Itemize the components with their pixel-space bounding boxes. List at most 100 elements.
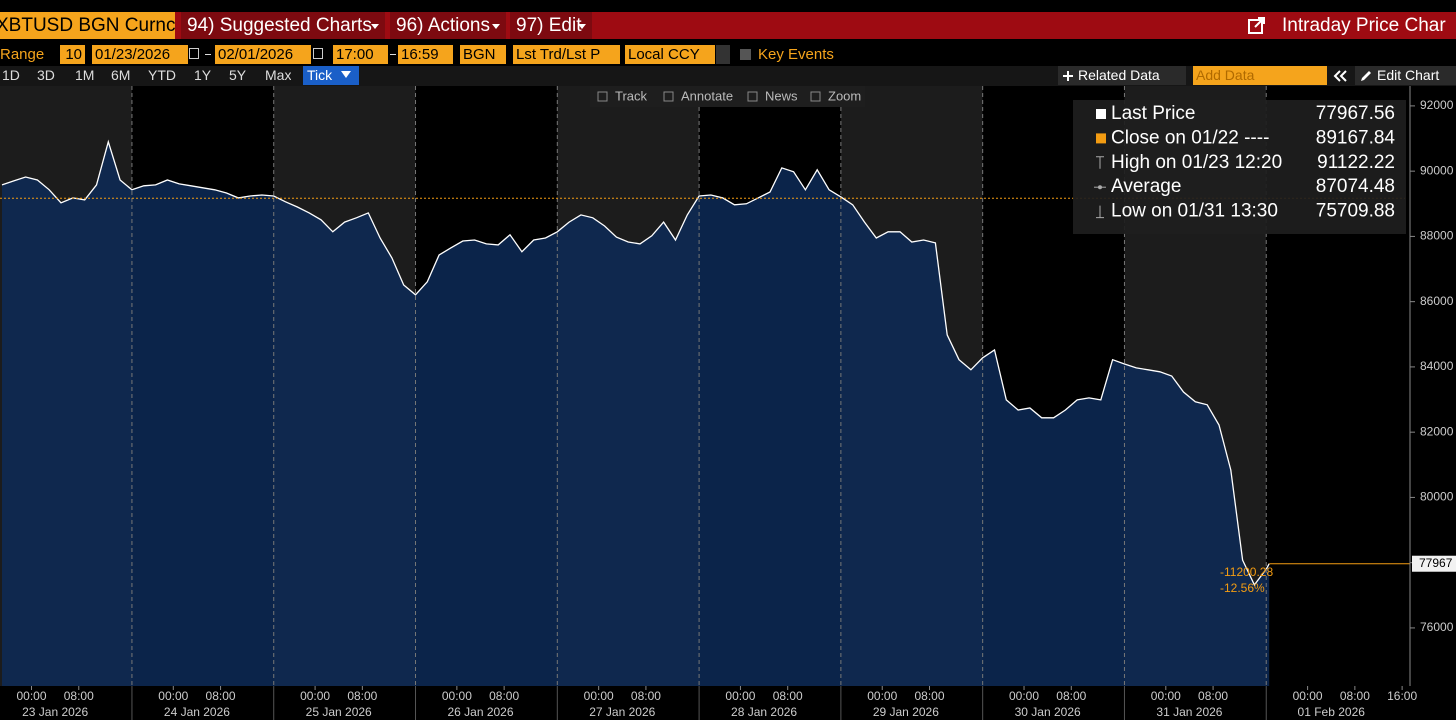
- legend-label: Average: [1111, 176, 1181, 197]
- toolbar-icon: [663, 91, 674, 102]
- x-tick-label: 00:00: [725, 689, 755, 703]
- x-tick-label: 00:00: [1151, 689, 1181, 703]
- period-button[interactable]: 6M: [111, 67, 131, 83]
- x-day-label: 01 Feb 2026: [1298, 705, 1366, 719]
- period-button[interactable]: 1M: [75, 67, 95, 83]
- x-tick-label: 08:00: [347, 689, 377, 703]
- legend-value: 91122.22: [1317, 152, 1395, 173]
- y-tick-label: 76000: [1420, 620, 1454, 634]
- x-tick-label: 08:00: [206, 689, 236, 703]
- x-day-label: 26 Jan 2026: [447, 705, 513, 719]
- start-time[interactable]: 17:00: [333, 45, 388, 64]
- price-area: [2, 141, 1270, 687]
- last-price-tag: [1412, 555, 1456, 572]
- x-tick-label: 08:00: [1198, 689, 1228, 703]
- legend-symbol: [1098, 185, 1102, 190]
- legend-swatch: [1096, 109, 1106, 119]
- toolbar-button[interactable]: News: [765, 88, 798, 103]
- x-day-label: 28 Jan 2026: [731, 705, 797, 719]
- x-day-label: 25 Jan 2026: [306, 705, 372, 719]
- x-day-label: 30 Jan 2026: [1015, 705, 1081, 719]
- currency[interactable]: Local CCY: [625, 45, 715, 64]
- period-button[interactable]: YTD: [148, 67, 176, 83]
- legend-label: Last Price: [1111, 103, 1195, 124]
- x-tick-label: 16:00: [1387, 689, 1417, 703]
- x-tick-label: 08:00: [1056, 689, 1086, 703]
- legend: [1073, 100, 1406, 234]
- toolbar-button[interactable]: Track: [615, 88, 648, 103]
- active-period[interactable]: Tick: [303, 66, 359, 85]
- period-button[interactable]: Max: [265, 67, 292, 83]
- legend-symbol: [1096, 205, 1104, 219]
- y-tick-label: 80000: [1420, 490, 1454, 504]
- end-date[interactable]: 02/01/2026: [215, 45, 311, 64]
- legend-symbol: [1096, 156, 1104, 169]
- legend-swatch: [1096, 133, 1106, 144]
- plus-icon: [1067, 71, 1069, 81]
- start-date[interactable]: 01/23/2026: [92, 45, 188, 64]
- pencil-icon: [1361, 71, 1371, 81]
- legend-label: Low on 01/31 13:30: [1111, 201, 1278, 222]
- change-label: -11200.28: [1220, 565, 1273, 579]
- y-tick-label: 88000: [1420, 229, 1454, 243]
- dropdown[interactable]: [716, 45, 730, 64]
- toolbar-icon: [810, 91, 821, 102]
- range-label: Range: [0, 46, 45, 63]
- x-tick-label: 08:00: [64, 689, 94, 703]
- x-tick-label: 00:00: [158, 689, 188, 703]
- x-day-label: 31 Jan 2026: [1156, 705, 1222, 719]
- change-label: -12.56%: [1220, 581, 1265, 595]
- x-tick-label: 00:00: [1293, 689, 1323, 703]
- toolbar-icon: [597, 91, 608, 102]
- toolbar-button[interactable]: Annotate: [681, 88, 733, 103]
- y-tick-label: 86000: [1420, 294, 1454, 308]
- x-day-label: 24 Jan 2026: [164, 705, 230, 719]
- legend-label: High on 01/23 12:20: [1111, 152, 1282, 173]
- range-input[interactable]: 10: [60, 45, 85, 64]
- security[interactable]: XBTUSD BGN Curncy: [0, 12, 175, 39]
- x-tick-label: 00:00: [1009, 689, 1039, 703]
- chart-toolbar: [590, 86, 865, 107]
- add-data[interactable]: Add Data: [1193, 66, 1327, 85]
- x-tick-label: 08:00: [1340, 689, 1370, 703]
- period-button[interactable]: 1D: [2, 67, 20, 83]
- separator: [205, 54, 211, 55]
- menu[interactable]: 97) Edit: [510, 12, 592, 39]
- y-tick-label: 82000: [1420, 424, 1454, 438]
- x-tick-label: 00:00: [16, 689, 46, 703]
- legend-value: 77967.56: [1316, 103, 1395, 124]
- toolbar-button[interactable]: Zoom: [828, 88, 861, 103]
- collapse-icon[interactable]: [1333, 69, 1349, 83]
- period-button[interactable]: 5Y: [229, 67, 247, 83]
- related-data[interactable]: Related Data: [1058, 66, 1186, 85]
- x-day-label: 23 Jan 2026: [22, 705, 88, 719]
- key-events[interactable]: Key Events: [758, 46, 834, 63]
- x-tick-label: 00:00: [300, 689, 330, 703]
- calendar-icon[interactable]: [313, 48, 323, 59]
- market-field[interactable]: Lst Trd/Lst P: [513, 45, 620, 64]
- end-time[interactable]: 16:59: [398, 45, 453, 64]
- legend-value: 87074.48: [1316, 176, 1395, 197]
- menu[interactable]: 94) Suggested Charts: [181, 12, 385, 39]
- period-button[interactable]: 1Y: [194, 67, 212, 83]
- x-tick-label: 08:00: [914, 689, 944, 703]
- x-tick-label: 08:00: [631, 689, 661, 703]
- period-button[interactable]: 3D: [37, 67, 55, 83]
- x-day-label: 29 Jan 2026: [873, 705, 939, 719]
- popout-icon[interactable]: [1248, 17, 1266, 35]
- legend-value: 89167.84: [1316, 127, 1396, 148]
- menu[interactable]: 96) Actions: [390, 12, 506, 39]
- legend-value: 75709.88: [1316, 201, 1395, 222]
- legend-label: Close on 01/22 ----: [1111, 127, 1269, 148]
- edit-chart[interactable]: Edit Chart: [1355, 66, 1456, 85]
- x-tick-label: 00:00: [584, 689, 614, 703]
- source[interactable]: BGN: [460, 45, 506, 64]
- checkbox[interactable]: [740, 49, 751, 60]
- calendar-icon[interactable]: [189, 48, 199, 59]
- y-tick-label: 84000: [1420, 359, 1454, 373]
- x-day-label: 27 Jan 2026: [589, 705, 655, 719]
- last-price-tag-label: 77967: [1419, 556, 1453, 570]
- window-title: Intraday Price Char: [1282, 15, 1446, 36]
